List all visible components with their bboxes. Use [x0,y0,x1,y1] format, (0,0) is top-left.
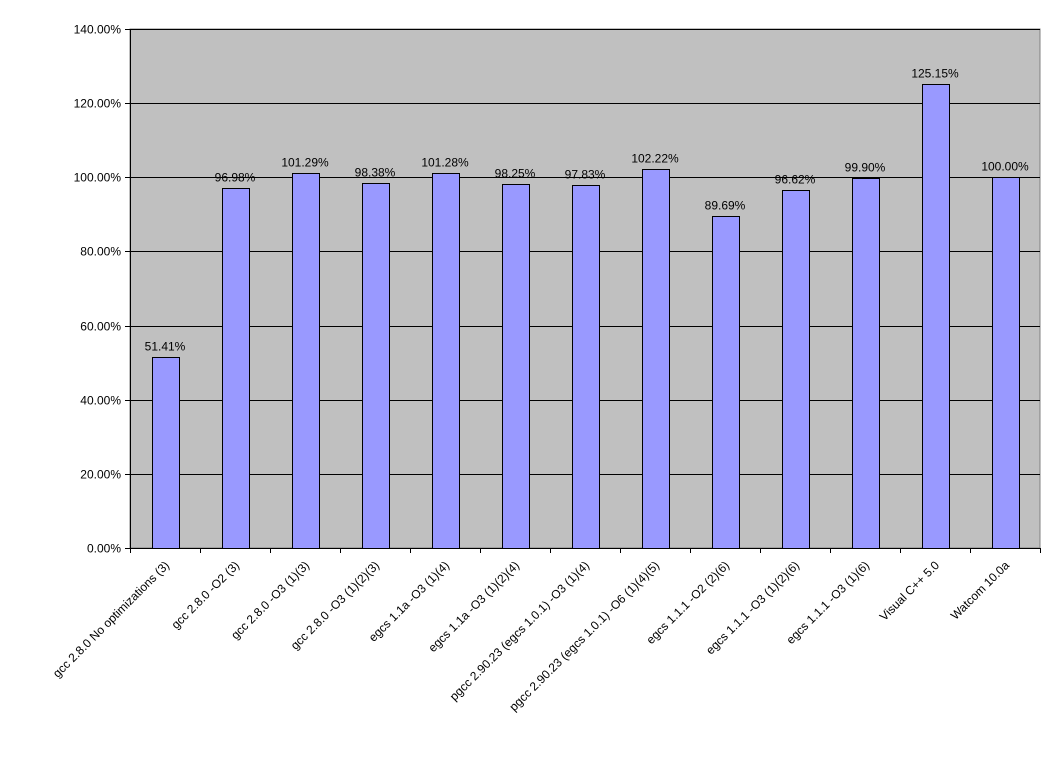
bar [502,184,530,549]
bar [152,357,180,549]
bars [152,84,1020,549]
x-tick-label: gcc 2.8.0 -O2 (3) [169,558,243,632]
data-label: 100.00% [981,160,1029,174]
bar [852,178,880,549]
bar [292,173,320,549]
bar [642,169,670,549]
bar [712,216,740,549]
x-tick-label: pgcc 2.90.23 (egcs 1.0.1) -O6 (1)(4)(5) [506,558,662,714]
y-tick-label: 0.00% [87,542,121,556]
bar [992,177,1020,549]
x-tick-label: pgcc 2.90.23 (egcs 1.0.1) -O3 (1)(4) [447,558,592,703]
y-tick-label: 20.00% [80,468,121,482]
x-tick-label: Visual C++ 5.0 [877,558,943,624]
y-tick-label: 80.00% [80,245,121,259]
bar [922,84,950,549]
bar [432,173,460,549]
y-tick-label: 120.00% [74,97,122,111]
bar [782,190,810,549]
gridlines [130,29,1040,475]
x-tick-label: gcc 2.8.0 No optimizations (3) [50,558,172,680]
data-label: 96.62% [775,173,816,187]
y-tick-label: 60.00% [80,320,121,334]
data-label: 101.28% [421,156,469,170]
data-label: 102.22% [631,152,679,166]
bar [362,183,390,549]
data-label: 101.29% [281,156,329,170]
bar [222,188,250,549]
data-label: 99.90% [845,161,886,175]
y-tick-label: 40.00% [80,394,121,408]
y-tick-label: 100.00% [74,171,122,185]
data-label: 89.69% [705,199,746,213]
data-label: 98.25% [495,167,536,181]
x-tick-label: Watcom 10.0a [948,558,1013,623]
data-label: 96.98% [215,171,256,185]
data-labels: 51.41% 96.98% 101.29% 98.38% 101.28% 98.25% 97… [145,67,1029,354]
data-label: 98.38% [355,166,396,180]
data-label: 125.15% [911,67,959,81]
data-label: 51.41% [145,340,186,354]
data-label: 97.83% [565,168,606,182]
bar [572,185,600,549]
y-tick-label: 140.00% [74,23,122,37]
